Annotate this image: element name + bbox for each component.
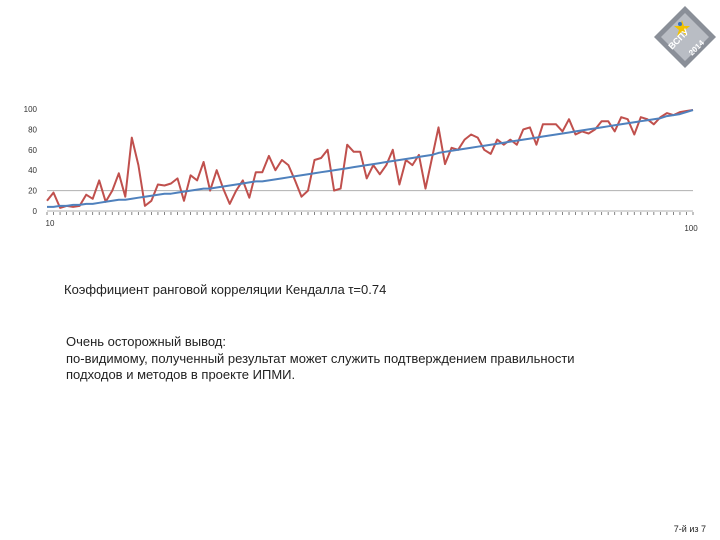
line-chart: 0 20 40 60 80 100 10 100: [24, 105, 699, 233]
x-tick-label: 100: [684, 224, 698, 233]
conclusion-line: подходов и методов в проекте ИПМИ.: [66, 367, 296, 382]
page-number: 7-й из 7: [673, 524, 706, 534]
series-line: [46, 109, 694, 209]
y-tick-label: 60: [28, 146, 37, 155]
series-line: [47, 109, 694, 208]
tick-label-layer: 0 20 40 60 80 100 10 100: [24, 105, 699, 233]
y-tick-label: 100: [24, 105, 38, 114]
x-tick-label: 10: [46, 219, 55, 228]
y-tick-label: 20: [28, 187, 37, 196]
conference-logo: ВСПУ 2014: [654, 6, 716, 68]
logo-diamond-icon: [654, 6, 716, 68]
y-tick-label: 80: [28, 125, 37, 134]
kendall-correlation-statement: Коэффициент ранговой корреляции Кендалла…: [64, 282, 387, 297]
y-tick-label: 0: [33, 207, 38, 216]
series-layer: [46, 109, 694, 209]
minor-tick-layer: [46, 212, 694, 215]
conclusion-line: Очень осторожный вывод:: [66, 334, 227, 349]
y-tick-label: 40: [28, 166, 37, 175]
conclusion-line: по-видимому, полученный результат может …: [66, 350, 575, 366]
conclusion-block: Очень осторожный вывод: по-видимому, пол…: [66, 334, 666, 384]
